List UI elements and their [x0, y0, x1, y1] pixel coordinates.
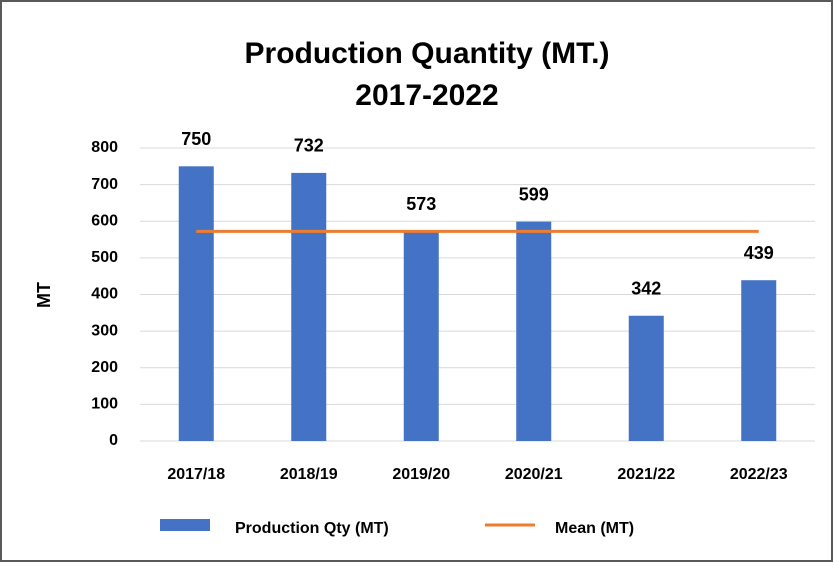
legend-label: Production Qty (MT): [235, 520, 389, 537]
x-tick-label: 2017/18: [167, 466, 225, 483]
data-label: 573: [406, 194, 436, 214]
y-tick-label: 600: [91, 212, 118, 229]
data-label: 439: [744, 243, 774, 263]
legend-label: Mean (MT): [555, 520, 634, 537]
bar: [516, 221, 552, 441]
y-tick-label: 200: [91, 359, 118, 376]
x-tick-label: 2020/21: [505, 466, 563, 483]
bar: [628, 315, 664, 441]
data-label: 732: [294, 136, 324, 156]
x-tick-label: 2019/20: [392, 466, 450, 483]
y-tick-label: 100: [91, 396, 118, 413]
data-label: 342: [631, 278, 661, 298]
y-tick-label: 0: [109, 432, 118, 449]
x-tick-label: 2022/23: [730, 466, 788, 483]
y-tick-label: 700: [91, 176, 118, 193]
bar: [741, 280, 777, 441]
bar: [178, 166, 214, 441]
y-tick-label: 800: [91, 139, 118, 156]
data-label: 599: [519, 184, 549, 204]
y-tick-label: 300: [91, 322, 118, 339]
bar: [403, 231, 439, 441]
data-label: 750: [181, 129, 211, 149]
chart-title: Production Quantity (MT.): [245, 37, 610, 70]
bar: [291, 172, 327, 441]
x-tick-label: 2018/19: [280, 466, 338, 483]
y-tick-label: 400: [91, 286, 118, 303]
legend-key: [160, 519, 210, 531]
chart-title: 2017-2022: [355, 79, 498, 112]
y-axis-label: MT: [34, 282, 54, 308]
y-tick-label: 500: [91, 249, 118, 266]
x-tick-label: 2021/22: [617, 466, 675, 483]
